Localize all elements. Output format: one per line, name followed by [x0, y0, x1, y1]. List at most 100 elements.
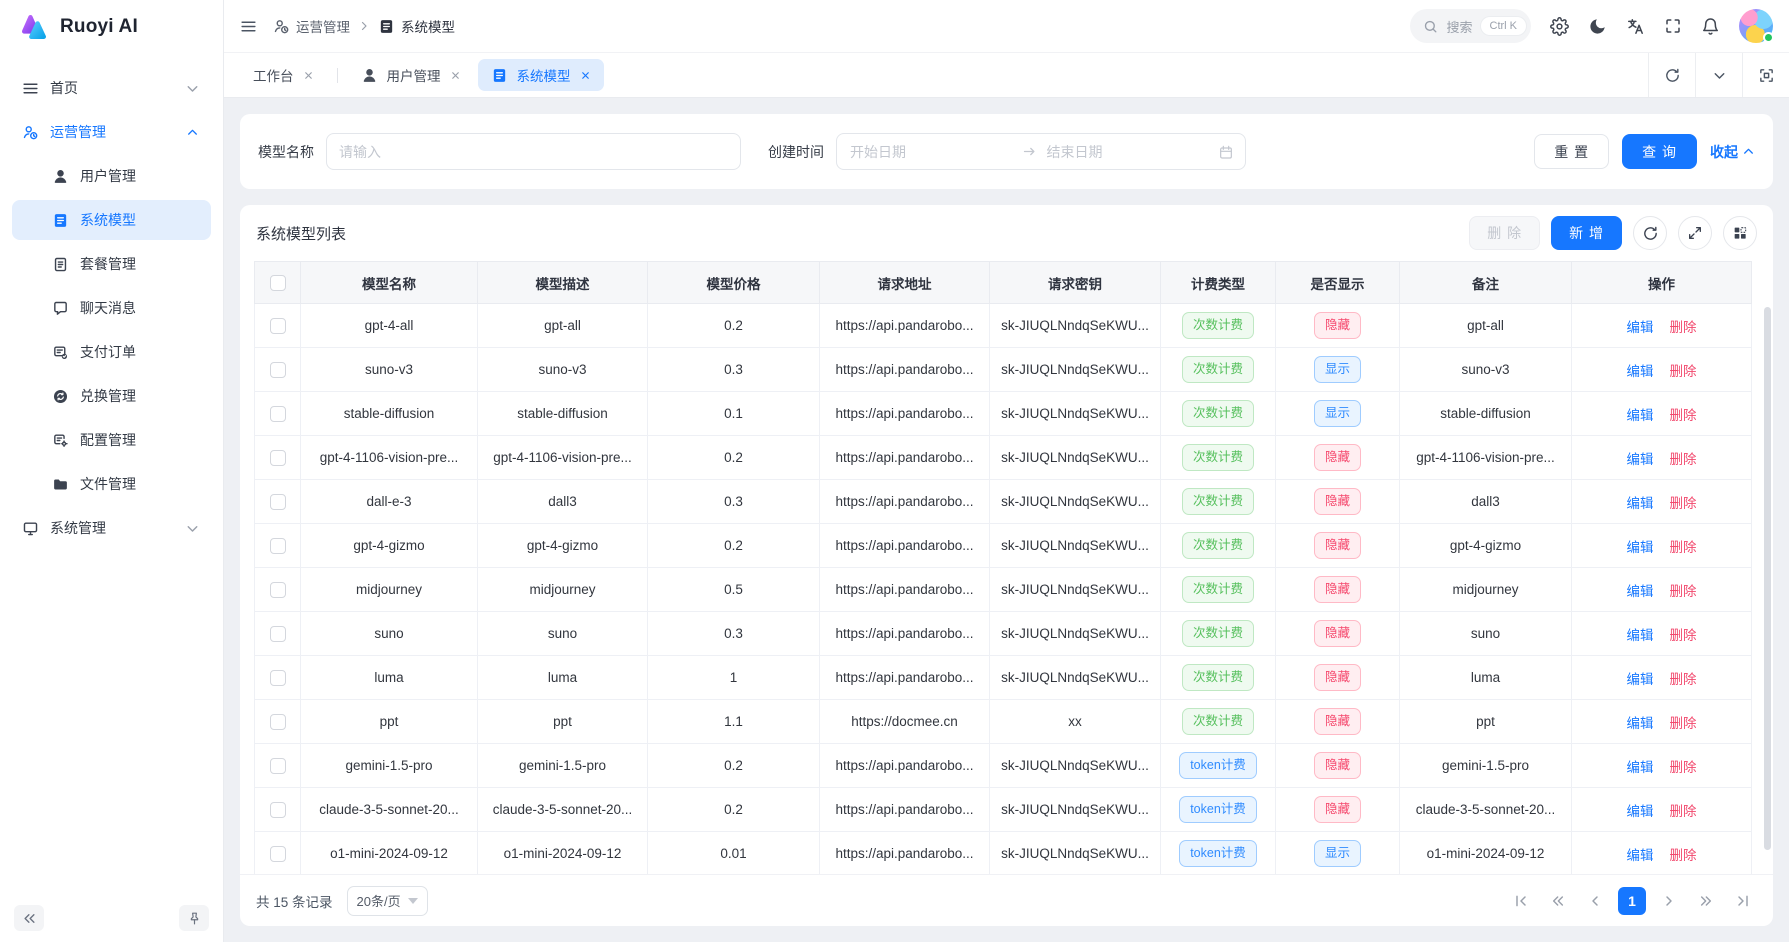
- row-checkbox[interactable]: [269, 449, 286, 466]
- query-button[interactable]: 查 询: [1622, 134, 1697, 169]
- model-name-input[interactable]: [326, 133, 741, 170]
- dark-mode-moon-icon[interactable]: [1588, 17, 1607, 36]
- edit-link[interactable]: 编辑: [1626, 539, 1654, 555]
- sidebar-item-系统模型[interactable]: 系统模型: [12, 200, 211, 240]
- start-date-input[interactable]: [848, 142, 1014, 161]
- breadcrumb-item-ops[interactable]: 运营管理: [273, 16, 350, 36]
- edit-link[interactable]: 编辑: [1626, 451, 1654, 467]
- reset-button[interactable]: 重 置: [1534, 134, 1610, 169]
- edit-link[interactable]: 编辑: [1626, 671, 1654, 687]
- tab-工作台[interactable]: 工作台: [240, 59, 327, 91]
- row-checkbox[interactable]: [269, 361, 286, 378]
- expand-table-button[interactable]: [1678, 216, 1712, 250]
- edit-link[interactable]: 编辑: [1626, 847, 1654, 863]
- collapse-label: 收起: [1710, 143, 1738, 160]
- add-button[interactable]: 新 增: [1551, 216, 1622, 250]
- column-settings-button[interactable]: [1723, 216, 1757, 250]
- row-checkbox[interactable]: [269, 317, 286, 334]
- delete-link[interactable]: 删除: [1669, 759, 1697, 775]
- cell-request-key: sk-JIUQLNndqSeKWU...: [989, 831, 1161, 874]
- jump-forward-button[interactable]: [1692, 887, 1720, 915]
- edit-link[interactable]: 编辑: [1626, 759, 1654, 775]
- logo[interactable]: Ruoyi AI: [0, 0, 223, 54]
- delete-link[interactable]: 删除: [1669, 847, 1697, 863]
- edit-link[interactable]: 编辑: [1626, 363, 1654, 379]
- sidebar-item-首页[interactable]: 首页: [12, 68, 211, 108]
- breadcrumb-item-current[interactable]: 系统模型: [378, 16, 455, 36]
- tab-用户管理[interactable]: 用户管理: [348, 59, 474, 91]
- row-checkbox[interactable]: [269, 845, 286, 862]
- edit-link[interactable]: 编辑: [1626, 627, 1654, 643]
- sidebar-item-聊天消息[interactable]: 聊天消息: [12, 288, 211, 328]
- hamburger-menu-icon[interactable]: [240, 18, 257, 35]
- edit-link[interactable]: 编辑: [1626, 583, 1654, 599]
- sidebar-item-文件管理[interactable]: 文件管理: [12, 464, 211, 504]
- row-checkbox[interactable]: [269, 801, 286, 818]
- delete-link[interactable]: 删除: [1669, 627, 1697, 643]
- sidebar-item-支付订单[interactable]: 支付订单: [12, 332, 211, 372]
- fullscreen-icon[interactable]: [1664, 17, 1682, 35]
- page-number-current[interactable]: 1: [1618, 886, 1646, 915]
- user-avatar[interactable]: [1739, 9, 1774, 43]
- delete-link[interactable]: 删除: [1669, 539, 1697, 555]
- tab-close-icon[interactable]: [303, 70, 314, 81]
- edit-link[interactable]: 编辑: [1626, 495, 1654, 511]
- sidebar-item-配置管理[interactable]: 配置管理: [12, 420, 211, 460]
- last-page-button[interactable]: [1729, 887, 1757, 915]
- row-checkbox[interactable]: [269, 757, 286, 774]
- settings-gear-icon[interactable]: [1550, 16, 1569, 36]
- delete-link[interactable]: 删除: [1669, 319, 1697, 335]
- sidebar-pin-button[interactable]: [179, 905, 209, 931]
- delete-link[interactable]: 删除: [1669, 495, 1697, 511]
- delete-link[interactable]: 删除: [1669, 407, 1697, 423]
- tab-系统模型[interactable]: 系统模型: [477, 59, 604, 91]
- row-checkbox[interactable]: [269, 669, 286, 686]
- app-logo-icon: [18, 11, 50, 43]
- row-checkbox[interactable]: [269, 713, 286, 730]
- sidebar-item-系统管理[interactable]: 系统管理: [12, 508, 211, 548]
- next-page-button[interactable]: [1655, 887, 1683, 915]
- double-chevron-left-icon: [22, 911, 37, 926]
- tab-options-chevron-icon[interactable]: [1695, 53, 1742, 97]
- tab-close-icon[interactable]: [580, 70, 591, 81]
- jump-back-button[interactable]: [1544, 887, 1572, 915]
- prev-page-button[interactable]: [1581, 887, 1609, 915]
- row-checkbox[interactable]: [269, 493, 286, 510]
- refresh-tab-icon[interactable]: [1648, 53, 1695, 97]
- edit-link[interactable]: 编辑: [1626, 715, 1654, 731]
- checkbox-cell: [254, 787, 301, 832]
- global-search[interactable]: 搜索 Ctrl K: [1410, 9, 1531, 43]
- row-checkbox[interactable]: [269, 537, 286, 554]
- delete-link[interactable]: 删除: [1669, 451, 1697, 467]
- cell-model-name: gemini-1.5-pro: [300, 743, 478, 788]
- sidebar-collapse-button[interactable]: [14, 905, 44, 931]
- select-all-checkbox[interactable]: [269, 274, 286, 291]
- row-checkbox[interactable]: [269, 625, 286, 642]
- sidebar-item-用户管理[interactable]: 用户管理: [12, 156, 211, 196]
- delete-link[interactable]: 删除: [1669, 671, 1697, 687]
- tab-close-icon[interactable]: [450, 70, 461, 81]
- collapse-filter-link[interactable]: 收起: [1710, 142, 1755, 162]
- first-page-button[interactable]: [1507, 887, 1535, 915]
- edit-link[interactable]: 编辑: [1626, 407, 1654, 423]
- sidebar-item-兑换管理[interactable]: 兑换管理: [12, 376, 211, 416]
- delete-link[interactable]: 删除: [1669, 363, 1697, 379]
- sidebar-item-套餐管理[interactable]: 套餐管理: [12, 244, 211, 284]
- sidebar-item-运营管理[interactable]: 运营管理: [12, 112, 211, 152]
- edit-link[interactable]: 编辑: [1626, 319, 1654, 335]
- date-range-picker[interactable]: [836, 133, 1246, 170]
- delete-link[interactable]: 删除: [1669, 583, 1697, 599]
- notification-bell-icon[interactable]: [1701, 17, 1720, 36]
- refresh-list-button[interactable]: [1633, 216, 1667, 250]
- delete-link[interactable]: 删除: [1669, 803, 1697, 819]
- edit-link[interactable]: 编辑: [1626, 803, 1654, 819]
- end-date-input[interactable]: [1044, 142, 1210, 161]
- vertical-scrollbar[interactable]: [1764, 307, 1771, 850]
- delete-link[interactable]: 删除: [1669, 715, 1697, 731]
- row-checkbox[interactable]: [269, 581, 286, 598]
- batch-delete-button[interactable]: 删 除: [1469, 216, 1541, 250]
- maximize-content-icon[interactable]: [1742, 53, 1789, 97]
- row-checkbox[interactable]: [269, 405, 286, 422]
- page-size-select[interactable]: 20条/页: [346, 885, 428, 916]
- language-translate-icon[interactable]: [1626, 17, 1645, 36]
